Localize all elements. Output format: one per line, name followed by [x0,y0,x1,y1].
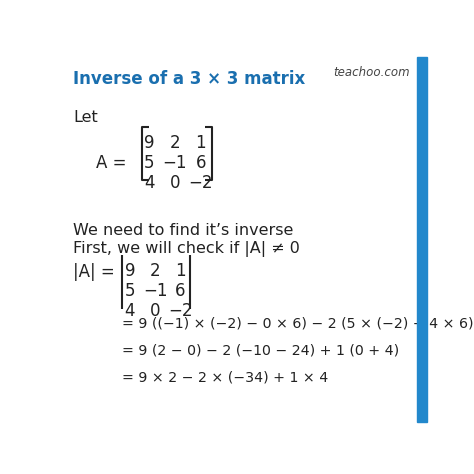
Text: −2: −2 [168,302,193,320]
Text: Inverse of a 3 × 3 matrix: Inverse of a 3 × 3 matrix [73,70,305,88]
Text: 0: 0 [150,302,161,320]
Text: 5: 5 [125,282,135,300]
Text: 1: 1 [195,134,206,152]
Text: |A| =: |A| = [73,263,120,281]
Text: = 9 × 2 − 2 × (−34) + 1 × 4: = 9 × 2 − 2 × (−34) + 1 × 4 [122,371,328,385]
Text: −2: −2 [189,173,213,191]
Text: 4: 4 [144,173,155,191]
Text: = 9 (2 − 0) − 2 (−10 − 24) + 1 (0 + 4): = 9 (2 − 0) − 2 (−10 − 24) + 1 (0 + 4) [122,343,399,357]
Text: 2: 2 [170,134,180,152]
Text: −1: −1 [163,154,187,172]
Bar [418,57,427,422]
Text: 9: 9 [144,134,155,152]
Text: Let: Let [73,110,98,125]
Text: First, we will check if |A| ≠ 0: First, we will check if |A| ≠ 0 [73,241,300,257]
Text: 2: 2 [150,262,161,280]
Text: 4: 4 [125,302,135,320]
Text: 5: 5 [144,154,155,172]
Text: We need to find it’s inverse: We need to find it’s inverse [73,223,293,238]
Text: A =: A = [96,154,132,172]
Text: 6: 6 [195,154,206,172]
Text: 0: 0 [170,173,180,191]
Text: teachoo.com: teachoo.com [333,66,410,79]
Text: 1: 1 [175,262,186,280]
Text: = 9 ((−1) × (−2) − 0 × 6) − 2 (5 × (−2) − 4 × 6) + 1 (5 × 0 − 4 × (−1)): = 9 ((−1) × (−2) − 0 × 6) − 2 (5 × (−2) … [122,316,474,330]
Text: −1: −1 [143,282,168,300]
Text: 6: 6 [175,282,186,300]
Text: 9: 9 [125,262,135,280]
